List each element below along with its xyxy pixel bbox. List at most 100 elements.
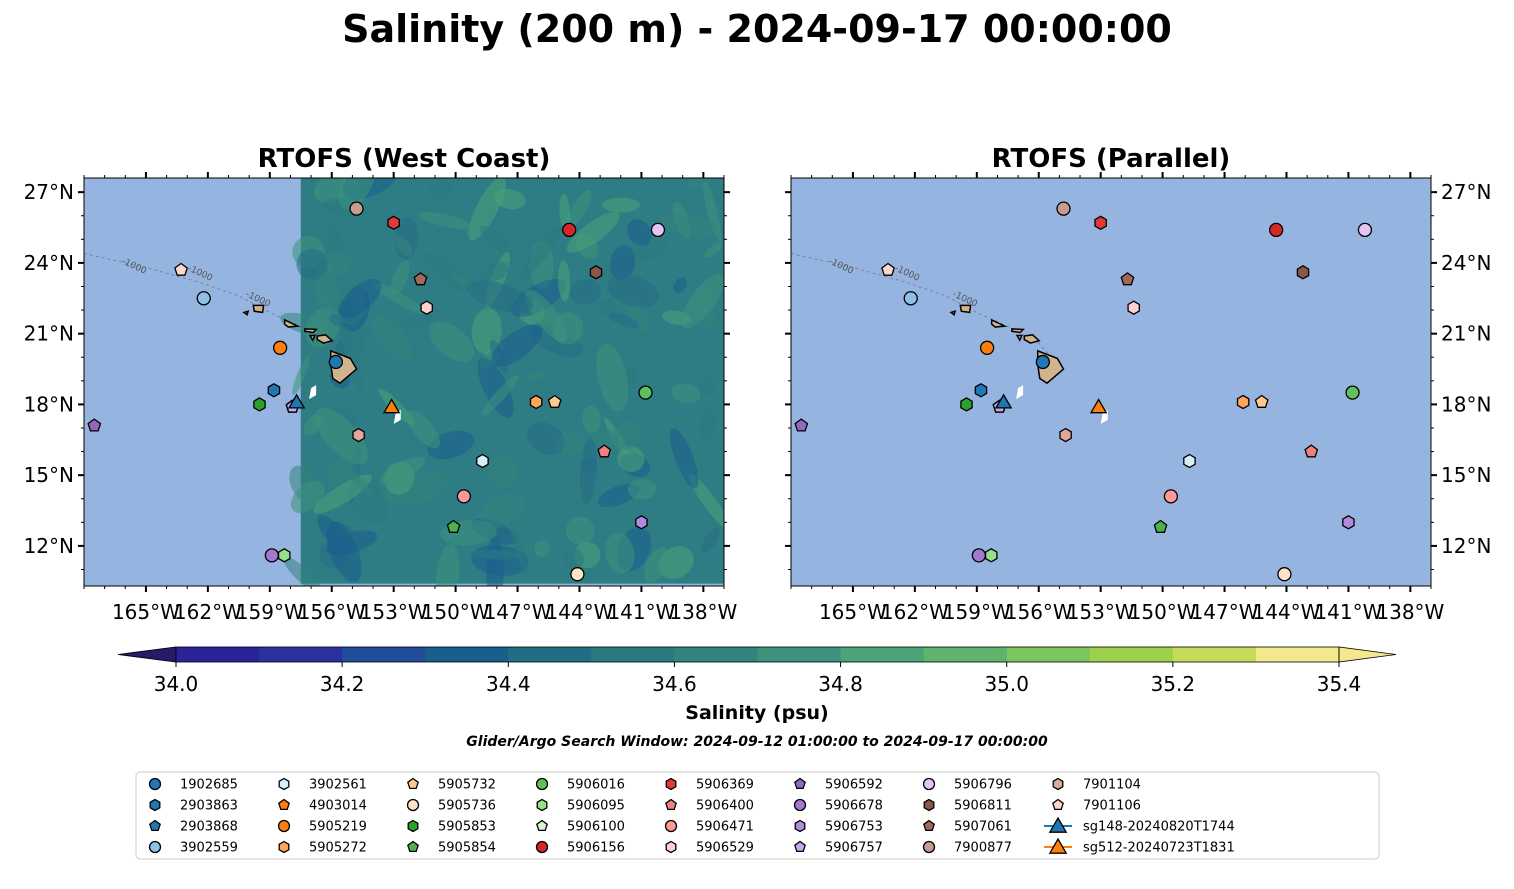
salinity-patch [524,289,568,343]
legend-marker [278,840,290,854]
island [252,304,265,314]
salinity-patch [607,274,660,308]
legend-label: 5907061 [954,820,1012,835]
marker-sg512-20240723T1831 [1089,398,1108,414]
colorbar-bin [176,647,260,662]
legend-marker [536,819,548,832]
legend-marker [665,798,677,811]
island [990,318,1008,328]
marker-7901104 [1059,427,1072,443]
marker-5906753 [1342,515,1355,530]
colorbar-bin [1006,647,1091,662]
legend-item: 4903014 [278,799,367,814]
marker-5905732 [1254,394,1269,408]
marker-sg512-20240723T1831 [382,398,401,414]
salinity-patch [528,324,584,358]
salinity-patch [605,532,635,574]
legend-label: 5905272 [309,841,367,856]
lon-tick-label: 147°W [484,600,552,624]
lon-tick-label: 159°W [236,600,304,624]
legend-marker [149,819,161,832]
colorbar-bin [508,647,592,662]
colorbar-bin [259,647,343,662]
marker-sg148-20240820T1744 [994,393,1013,409]
legend-item: 5907061 [923,820,1012,835]
legend-item: 7901106 [1052,799,1141,814]
lat-tick-label: 12°N [24,534,74,558]
lat-tick-label: 27°N [1441,180,1491,204]
marker-5906678 [264,548,280,563]
marker-5905219 [979,340,995,355]
legend-label: 3902561 [309,778,367,793]
colorbar-bin [757,647,842,662]
marker-7901106 [881,262,895,276]
colorbar-tick-label: 34.0 [154,672,199,696]
colorbar-bin [425,647,509,662]
island [949,310,957,317]
lat-tick-label: 27°N [24,180,74,204]
salinity-patch [602,197,641,213]
island [304,328,319,334]
map-panel-2: -1000-1000-1000 RTOFS (Parallel) 165°W162°… [785,144,1491,624]
legend-marker [407,840,419,853]
salinity-patch [525,370,551,381]
marker-5907061 [1120,272,1135,286]
salinity-patch [427,179,454,199]
legend-marker [664,819,678,833]
legend-item: 7901104 [1052,778,1141,793]
legend-marker [922,840,936,854]
legend-label: 5906678 [825,799,883,814]
legend-item: 5905272 [278,840,367,856]
lat-tick-label: 24°N [24,251,74,275]
legend-label: 5906400 [696,799,754,814]
salinity-patch [371,282,425,314]
marker-5906095 [277,548,291,563]
lon-tick-label: 150°W [422,600,490,624]
legend-marker [536,798,548,812]
island [316,334,334,344]
map-frame [790,177,1432,587]
salinity-patch [486,456,518,488]
salinity-patch [617,446,645,472]
lat-tick-label: 15°N [24,463,74,487]
salinity-patch [435,543,460,586]
marker-5906678 [971,548,987,563]
marker-5906811 [1296,265,1310,280]
salinity-patch [338,178,376,210]
salinity-patch [559,193,571,233]
salinity-patch [526,421,565,455]
map-area: -1000-1000-1000 [791,178,1431,586]
marker-sg148-20240820T1744 [287,393,306,409]
marker-5906796 [650,222,666,238]
lon-tick-label: 165°W [112,600,180,624]
legend-label: 5905853 [438,820,496,835]
salinity-patch [701,527,720,554]
legend-label: 2903868 [180,820,238,835]
colorbar-tick-label: 35.0 [984,672,1029,696]
legend-marker [794,840,806,853]
salinity-patch [347,469,373,497]
lon-tick-label: 156°W [1005,600,1073,624]
legend-item: 3902559 [148,841,238,856]
legend-label: 5905732 [438,778,496,793]
legend-marker [535,777,549,791]
lon-tick-label: 162°W [174,600,242,624]
legend-label: sg148-20240820T1744 [1083,820,1235,835]
legend-item: 1902685 [148,778,238,793]
lat-tick-label: 12°N [1441,534,1491,558]
legend-item: 5905219 [277,820,367,835]
marker-5906592 [87,418,102,432]
salinity-patch [481,374,519,416]
salinity-patch [582,405,601,433]
salinity-patch [644,546,669,584]
salinity-patch [669,427,699,489]
legend-item: 5906095 [536,798,625,814]
legend-marker [923,798,935,812]
legend-item: sg512-20240723T1831 [1044,837,1235,856]
legend-label: 5906529 [696,841,754,856]
salinity-patch [429,321,475,362]
lon-tick-label: 153°W [360,600,428,624]
salinity-patch [565,516,595,545]
legend-label: 3902559 [180,841,238,856]
lon-tick-label: 144°W [546,600,614,624]
